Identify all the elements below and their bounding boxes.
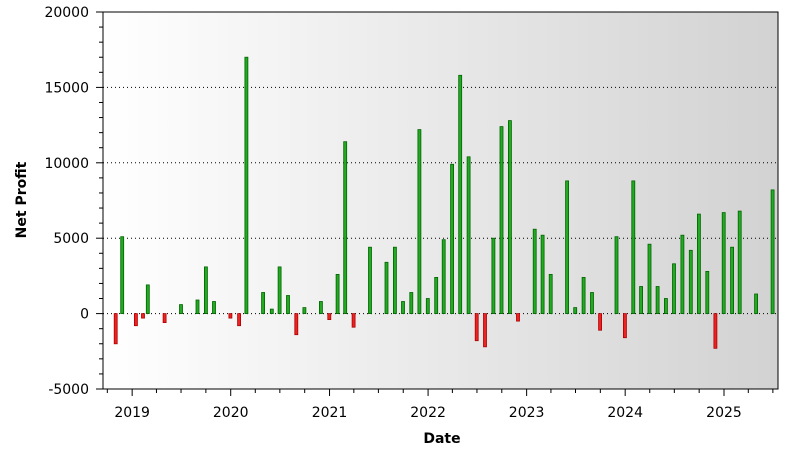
bar-positive [425,298,430,315]
bar-negative [351,313,356,328]
bar-positive [244,56,249,314]
bar-negative [228,313,233,319]
bar-positive [458,74,463,315]
bar-positive [286,295,290,315]
bar-negative [623,313,627,339]
bar-positive [409,292,414,315]
bar-positive [145,284,150,314]
x-tick-label: 2020 [213,405,249,421]
bar-positive [491,237,496,314]
bar-positive [401,301,405,315]
bar-positive [540,234,545,314]
bar-negative [141,313,145,319]
bar-negative [516,313,520,322]
y-tick-label: 10000 [44,156,89,172]
bar-positive [318,301,323,315]
bar-negative [474,313,479,342]
bar-positive [261,292,266,315]
plot-frame [102,11,779,390]
bar-positive [573,307,578,315]
bar-positive [730,246,734,314]
bar-positive [277,266,282,314]
bar-positive [737,210,742,315]
bar-positive [721,212,726,315]
bar-negative [327,313,332,321]
bar-positive [672,263,676,314]
x-tick-label: 2025 [706,405,742,421]
bar-positive [343,141,348,314]
bar-positive [195,299,200,315]
y-tick-label: 20000 [44,5,89,21]
bar-series [113,56,775,349]
bar-positive [335,273,340,314]
bar-positive [120,236,125,314]
bar-positive [655,286,660,315]
bar-positive [417,129,422,315]
x-axis: 2019 2020 2021 2022 2023 2024 2025 [106,389,774,421]
bar-positive [368,246,372,314]
bar-positive [705,270,710,314]
bar-positive [639,286,643,315]
y-tick-label: -5000 [48,382,89,398]
y-tick-label: 0 [80,307,89,323]
bar-positive [680,234,685,314]
bar-negative [133,313,138,327]
bar-negative [294,313,299,336]
bar-positive [441,239,446,314]
x-tick-label: 2024 [607,405,643,421]
y-axis: -5000 0 5000 10000 15000 20000 [44,5,103,398]
bar-positive [392,246,397,314]
bar-positive [754,293,758,315]
bar-positive [507,120,512,314]
y-tick-label: 15000 [44,80,89,96]
bar-positive [688,249,693,315]
bar-positive [581,276,586,314]
bar-positive [384,261,389,314]
bar-positive [179,304,183,315]
bar-positive [466,156,471,315]
bar-positive [590,292,594,315]
bar-negative [713,313,718,349]
x-tick-label: 2019 [114,405,150,421]
plot-background [103,12,778,389]
y-axis-title: Net Profit [14,161,30,238]
x-tick-label: 2023 [509,405,545,421]
bar-negative [483,313,487,348]
bar-positive [203,266,208,314]
bar-positive [548,273,553,314]
x-axis-title: Date [423,431,460,447]
bar-positive [269,308,274,315]
bar-positive [614,236,619,314]
y-tick-label: 5000 [53,231,89,247]
bar-negative [113,313,118,345]
bar-positive [434,276,439,314]
bar-positive [302,307,307,315]
bar-positive [212,301,216,315]
bar-negative [162,313,167,324]
bar-positive [450,163,455,315]
bar-positive [697,213,701,315]
bar-positive [770,189,775,314]
bar-positive [565,180,569,314]
x-tick-label: 2022 [410,405,446,421]
bar-positive [631,180,636,314]
bar-positive [499,126,504,314]
x-tick-label: 2021 [312,405,348,421]
bar-negative [598,313,602,331]
bar-negative [237,313,242,327]
bar-positive [664,298,668,315]
bar-positive [532,228,537,314]
bar-positive [647,243,652,314]
